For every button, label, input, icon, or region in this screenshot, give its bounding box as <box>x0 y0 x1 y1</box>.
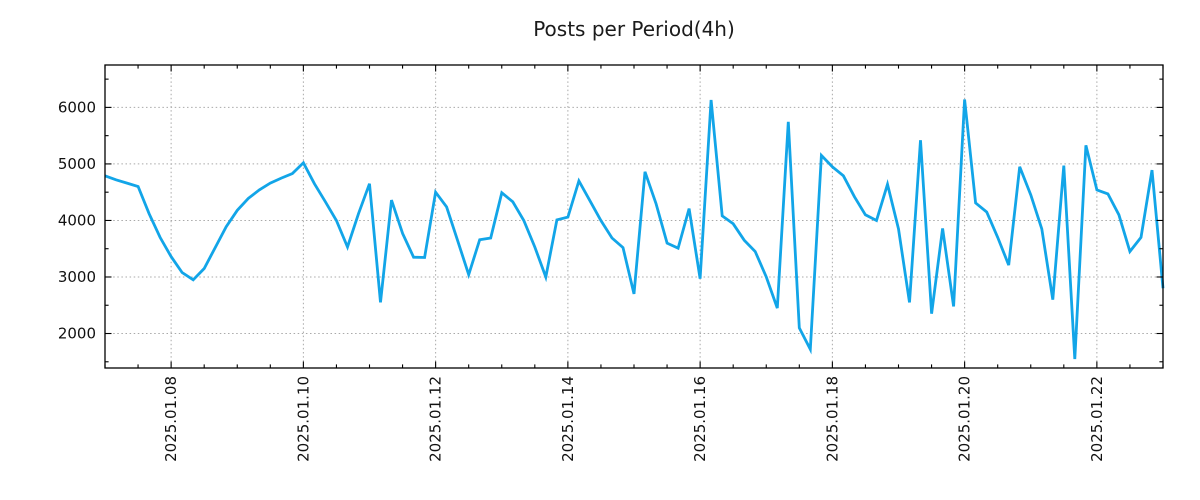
x-tick-label: 2025.01.10 <box>294 376 312 462</box>
series-line <box>104 99 1165 360</box>
gridlines <box>105 65 1163 368</box>
y-tick-label: 6000 <box>58 98 96 116</box>
chart-title: Posts per Period(4h) <box>533 17 735 41</box>
x-tick-label: 2025.01.08 <box>162 376 180 462</box>
y-tick-label: 4000 <box>58 211 96 229</box>
y-tick-label: 3000 <box>58 268 96 286</box>
series <box>104 99 1165 360</box>
x-tick-label: 2025.01.16 <box>691 376 709 462</box>
axes <box>104 64 1164 369</box>
y-tick-label: 2000 <box>58 325 96 343</box>
y-tick-label: 5000 <box>58 155 96 173</box>
x-tick-label: 2025.01.18 <box>823 376 841 462</box>
plot-border <box>104 64 1164 369</box>
x-tick-label: 2025.01.12 <box>427 376 445 462</box>
x-tick-label: 2025.01.14 <box>559 376 577 462</box>
x-tick-label: 2025.01.20 <box>956 376 974 462</box>
tick-labels: 2000 3000 4000 5000 6000 2025.01.08 2025.01.10… <box>58 98 1106 461</box>
x-tick-label: 2025.01.22 <box>1088 376 1106 462</box>
